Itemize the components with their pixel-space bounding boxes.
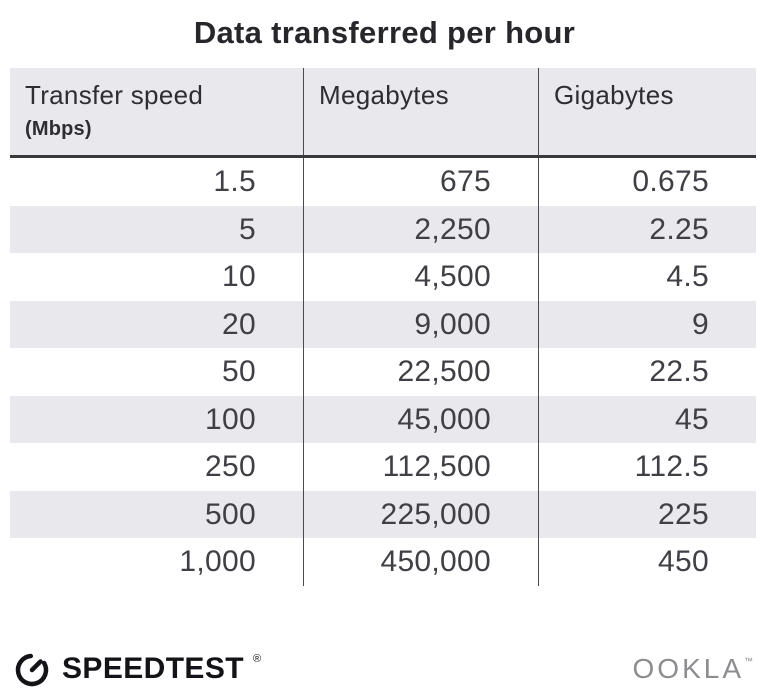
cell-transfer-speed: 500 [205, 497, 256, 531]
column-header-transfer-speed: Transfer speed (Mbps) [10, 68, 303, 155]
ookla-logo: OOKLA ™ [633, 653, 753, 685]
table-row: 50 22,500 22.5 [10, 348, 756, 396]
cell-transfer-speed: 1,000 [179, 545, 256, 578]
cell-gigabytes: 9 [538, 300, 756, 348]
cell-gigabytes: 225 [538, 490, 756, 538]
cell-transfer-speed: 250 [205, 450, 256, 483]
table-row: 1.5 675 0.675 [10, 158, 756, 206]
cell-gigabytes: 4.5 [538, 253, 756, 301]
cell-gigabytes: 2.25 [538, 205, 756, 253]
table-row: 1,000 450,000 450 [10, 538, 756, 586]
table-row: 100 45,000 45 [10, 395, 756, 443]
cell-megabytes: 225,000 [303, 490, 538, 538]
cell-gigabytes: 45 [538, 395, 756, 443]
registered-trademark-symbol: ® [252, 653, 262, 665]
cell-transfer-speed: 5 [239, 212, 256, 246]
table-row: 500 225,000 225 [10, 490, 756, 538]
cell-megabytes: 112,500 [303, 443, 538, 491]
table-row: 20 9,000 9 [10, 300, 756, 348]
column-header-label: Gigabytes [554, 80, 674, 110]
table-row: 250 112,500 112.5 [10, 443, 756, 491]
cell-gigabytes: 112.5 [538, 443, 756, 491]
column-header-label: Transfer speed [25, 80, 204, 110]
table-row: 5 2,250 2.25 [10, 205, 756, 253]
cell-transfer-speed: 1.5 [213, 165, 256, 198]
cell-megabytes: 45,000 [303, 395, 538, 443]
column-header-megabytes: Megabytes [303, 68, 538, 155]
speedtest-gauge-icon [15, 653, 49, 687]
cell-megabytes: 4,500 [303, 253, 538, 301]
data-table: Transfer speed (Mbps) Megabytes Gigabyte… [10, 68, 756, 586]
cell-megabytes: 9,000 [303, 300, 538, 348]
cell-gigabytes: 0.675 [538, 158, 756, 206]
table-row: 10 4,500 4.5 [10, 253, 756, 301]
cell-transfer-speed: 10 [222, 260, 256, 293]
speedtest-wordmark: SPEEDTEST [62, 652, 244, 685]
cell-megabytes: 450,000 [303, 538, 538, 586]
table-header-row: Transfer speed (Mbps) Megabytes Gigabyte… [10, 68, 756, 158]
cell-megabytes: 675 [303, 158, 538, 206]
trademark-symbol: ™ [744, 656, 753, 666]
cell-transfer-speed: 50 [222, 355, 256, 388]
cell-transfer-speed: 100 [205, 402, 256, 436]
column-header-label: Megabytes [319, 80, 449, 110]
column-header-gigabytes: Gigabytes [538, 68, 756, 155]
cell-megabytes: 22,500 [303, 348, 538, 396]
cell-gigabytes: 22.5 [538, 348, 756, 396]
speedtest-logo: SPEEDTEST ® [13, 649, 261, 689]
cell-gigabytes: 450 [538, 538, 756, 586]
page-title: Data transferred per hour [193, 15, 576, 50]
column-header-sublabel: (Mbps) [25, 118, 92, 140]
ookla-wordmark: OOKLA [632, 653, 744, 684]
footer: SPEEDTEST ® OOKLA ™ [13, 646, 753, 692]
cell-transfer-speed: 20 [222, 307, 256, 341]
cell-megabytes: 2,250 [303, 205, 538, 253]
